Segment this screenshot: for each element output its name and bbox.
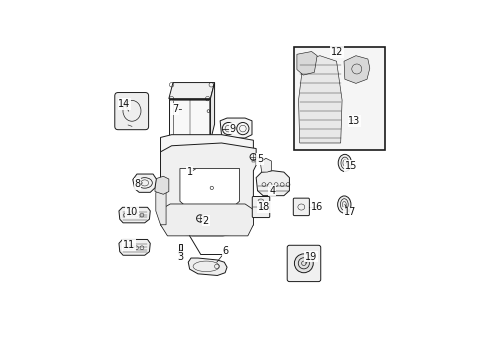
Text: 10: 10 [125,207,138,217]
Ellipse shape [258,199,263,202]
Ellipse shape [338,154,351,172]
Bar [251,159,254,162]
Polygon shape [188,258,226,275]
Circle shape [294,254,313,273]
FancyBboxPatch shape [115,93,148,130]
Text: 5: 5 [257,154,263,164]
Polygon shape [260,158,271,172]
Text: 9: 9 [229,123,235,134]
Polygon shape [160,204,253,236]
Polygon shape [180,168,239,207]
Polygon shape [168,82,214,99]
Polygon shape [160,135,253,165]
Text: 17: 17 [343,207,355,217]
Text: 14: 14 [118,99,130,109]
Polygon shape [298,56,342,143]
Text: 12: 12 [330,47,343,57]
Text: 19: 19 [305,252,317,262]
Text: 6: 6 [222,246,228,256]
Polygon shape [344,56,369,84]
Text: 15: 15 [344,161,356,171]
Polygon shape [256,171,289,195]
Polygon shape [119,207,150,223]
Text: 16: 16 [310,202,322,212]
Polygon shape [119,239,150,255]
Text: 1: 1 [186,167,192,177]
Text: 18: 18 [257,202,269,212]
Ellipse shape [337,196,350,213]
FancyBboxPatch shape [286,245,320,282]
Polygon shape [210,82,214,141]
Polygon shape [133,174,156,192]
FancyBboxPatch shape [293,198,309,216]
Polygon shape [156,185,166,225]
Polygon shape [296,51,317,75]
Text: 3: 3 [177,252,183,262]
Polygon shape [160,143,256,236]
Bar [293,48,384,150]
Text: 11: 11 [123,240,135,250]
Text: 4: 4 [268,186,275,196]
Polygon shape [220,118,251,138]
Text: 8: 8 [134,179,140,189]
Bar [179,244,182,252]
FancyBboxPatch shape [252,197,269,217]
Polygon shape [155,176,168,194]
Text: 2: 2 [202,216,208,226]
Text: 7: 7 [172,104,178,114]
Text: 13: 13 [348,116,360,126]
Polygon shape [168,99,210,141]
